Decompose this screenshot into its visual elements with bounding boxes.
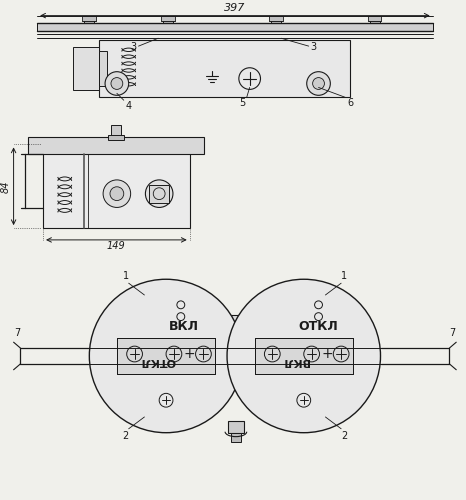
Text: 1: 1 — [341, 271, 347, 281]
Text: 2: 2 — [341, 430, 347, 440]
Bar — [28, 136, 205, 154]
Bar — [99, 51, 107, 86]
Circle shape — [227, 279, 381, 432]
Bar — [368, 16, 382, 20]
Bar — [271, 16, 281, 24]
Bar — [228, 421, 244, 432]
Bar — [370, 16, 379, 24]
Circle shape — [313, 78, 324, 90]
Bar — [168, 314, 302, 328]
Text: 4: 4 — [126, 101, 132, 111]
Circle shape — [105, 72, 129, 96]
Bar — [161, 16, 175, 20]
Bar — [43, 144, 190, 228]
Text: ВКЛ: ВКЛ — [169, 320, 199, 333]
Bar — [149, 185, 169, 202]
Circle shape — [111, 78, 123, 90]
Text: 7: 7 — [14, 328, 21, 338]
Bar — [82, 16, 96, 20]
Text: +: + — [184, 347, 195, 361]
Text: 1: 1 — [123, 271, 129, 281]
Circle shape — [145, 180, 173, 208]
Text: 7: 7 — [449, 328, 455, 338]
Bar — [108, 134, 124, 140]
Circle shape — [89, 279, 243, 432]
Circle shape — [307, 72, 330, 96]
Bar — [231, 432, 241, 442]
Bar — [84, 16, 94, 24]
Bar — [117, 338, 215, 374]
Bar — [73, 47, 99, 90]
Text: 2: 2 — [123, 430, 129, 440]
Circle shape — [110, 187, 124, 200]
Bar — [117, 338, 215, 374]
Text: 6: 6 — [347, 98, 353, 108]
Circle shape — [103, 180, 130, 208]
Bar — [254, 338, 353, 374]
Text: ВКЛ: ВКЛ — [282, 356, 309, 366]
Text: 3: 3 — [311, 42, 317, 52]
Text: 5: 5 — [240, 98, 246, 108]
Bar — [99, 40, 350, 98]
Bar — [163, 16, 173, 24]
Bar — [111, 125, 121, 136]
Bar — [37, 24, 432, 32]
Text: 149: 149 — [107, 241, 126, 251]
Bar — [254, 338, 353, 374]
Text: ОТКЛ: ОТКЛ — [141, 356, 176, 366]
Text: 84: 84 — [1, 180, 11, 192]
Text: 397: 397 — [224, 2, 246, 12]
Text: 3: 3 — [130, 42, 137, 52]
Text: +: + — [322, 347, 333, 361]
Bar — [269, 16, 283, 20]
Text: ОТКЛ: ОТКЛ — [299, 320, 338, 333]
